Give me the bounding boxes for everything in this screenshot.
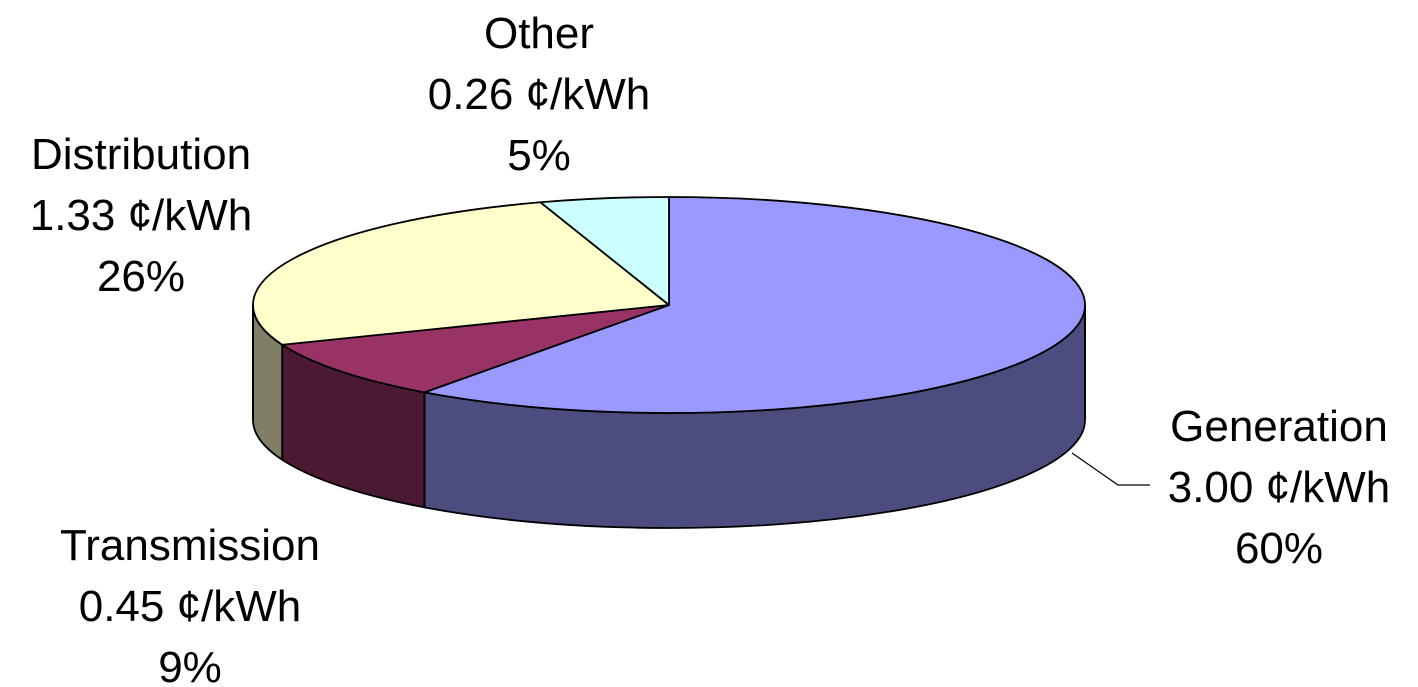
pie-slice-distribution xyxy=(252,201,670,346)
slice-value-generation: 3.00 ¢/kWh xyxy=(1168,463,1391,512)
slice-label-distribution: Distribution xyxy=(31,130,251,179)
slice-value-transmission: 0.45 ¢/kWh xyxy=(79,582,302,631)
slice-percent-distribution: 26% xyxy=(97,252,185,301)
slice-percent-other: 5% xyxy=(507,131,571,180)
slice-label-other: Other xyxy=(484,9,594,58)
pie-slice-transmission xyxy=(281,304,670,394)
leader-line-generation xyxy=(1071,452,1150,486)
slice-value-other: 0.26 ¢/kWh xyxy=(428,70,651,119)
pie-sides xyxy=(252,304,1086,529)
slice-percent-transmission: 9% xyxy=(158,643,222,687)
pie-edges xyxy=(252,305,1086,508)
pie-slice-generation xyxy=(423,196,1086,414)
pie-tops xyxy=(252,196,1086,414)
pie-slice-other xyxy=(539,196,670,306)
slice-label-generation: Generation xyxy=(1170,402,1388,451)
slice-label-transmission: Transmission xyxy=(60,521,320,570)
slice-value-distribution: 1.33 ¢/kWh xyxy=(30,191,253,240)
leader-lines xyxy=(1071,452,1150,486)
slice-percent-generation: 60% xyxy=(1235,524,1323,573)
